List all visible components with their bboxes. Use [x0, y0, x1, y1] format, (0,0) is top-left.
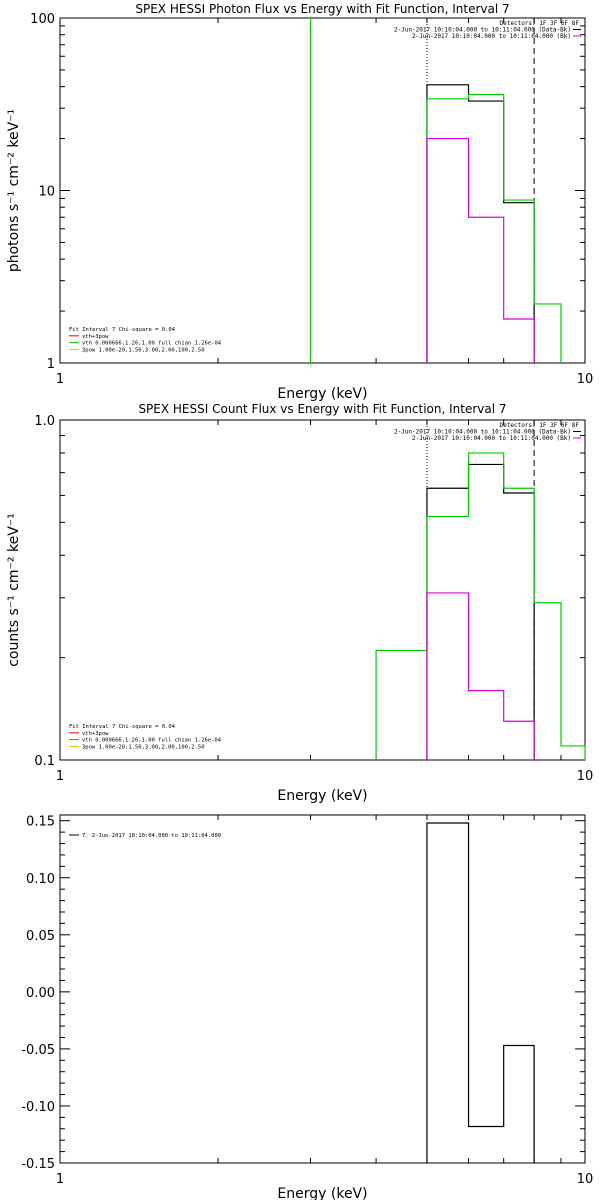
x-axis-label: Energy (keV)	[277, 1186, 367, 1200]
y-axis-label: photons s⁻¹ cm⁻² keV⁻¹	[6, 109, 22, 272]
data-series-step	[426, 84, 535, 363]
chart-title: SPEX HESSI Photon Flux vs Energy with Fi…	[135, 2, 509, 16]
chart-panel-2: SPEX HESSI Count Flux vs Energy with Fit…	[6, 402, 593, 804]
y-tick-label: -0.05	[21, 1043, 55, 1058]
x-tick-label: 1	[56, 1172, 64, 1187]
chart-panel-3: 1 10 -0.15 -0.10 -0.05 0.00 0.05 0.10 0.15 Energy…	[21, 814, 594, 1200]
legend-entry-text: vth+3pow	[82, 334, 109, 340]
data-series-step	[375, 452, 586, 760]
x-tick-label: 10	[577, 769, 594, 784]
y-tick-label: 0.05	[26, 929, 55, 944]
legend-left: Fit Interval 7 Chi-square = 0.04vth+3pow…	[69, 327, 222, 353]
legend-entry-text: Detectors: 1F 3F 6F 8F	[500, 422, 580, 429]
y-tick-label: -0.15	[21, 1157, 55, 1172]
y-tick-label: 1.0	[34, 414, 55, 429]
chart-title: SPEX HESSI Count Flux vs Energy with Fit…	[138, 402, 506, 416]
legend-header: Fit Interval 7 Chi-square = 0.04	[69, 327, 176, 333]
legend-entry-text: 3pow 1.00e-20,1.50,3.00,2.00,100,2.50	[82, 347, 205, 353]
x-tick-label: 1	[56, 372, 64, 387]
y-tick-label: 10	[38, 185, 55, 200]
y-tick-label: 0.15	[26, 815, 55, 830]
x-tick-label: 10	[577, 1172, 594, 1187]
x-tick-label: 1	[56, 769, 64, 784]
legend-entry-text: Detectors: 1F 3F 6F 8F	[500, 20, 580, 27]
y-tick-label: 1	[47, 357, 55, 372]
data-series-step	[426, 463, 535, 760]
legend-entry-text: 3pow 1.00e-20,1.50,3.00,2.00,100,2.50	[82, 744, 205, 750]
legend-left: 7. 2-Jun-2017 10:10:04.000 to 10:11:04.0…	[69, 833, 221, 839]
legend-right: Detectors: 1F 3F 6F 8F2-Jun-2017 10:10:0…	[394, 422, 581, 442]
y-tick-label: 100	[30, 12, 55, 27]
chart-panel-1: SPEX HESSI Photon Flux vs Energy with Fi…	[6, 2, 593, 402]
legend-entry-text: vth+3pow	[82, 731, 109, 737]
y-tick-label: 0.00	[26, 986, 55, 1001]
legend-entry-text: vth 0.000666,1.26,1.00 full chian 1.26e-…	[82, 341, 222, 347]
y-tick-label: 0.10	[26, 872, 55, 887]
x-axis-label: Energy (keV)	[277, 386, 367, 402]
plot-frame	[59, 419, 586, 761]
data-series-step	[426, 592, 535, 760]
y-tick-label: -0.10	[21, 1100, 55, 1115]
legend-entry-text: 7. 2-Jun-2017 10:10:04.000 to 10:11:04.0…	[82, 833, 221, 839]
legend-right: Detectors: 1F 3F 6F 8F2-Jun-2017 10:10:0…	[394, 20, 581, 40]
x-axis-label: Energy (keV)	[277, 788, 367, 804]
legend-entry-text: 2-Jun-2017 10:10:04.000 to 10:11:04.000 …	[394, 27, 571, 34]
data-series-step	[426, 137, 535, 363]
y-tick-label: 0.1	[34, 754, 55, 769]
y-axis-label: counts s⁻¹ cm⁻² keV⁻¹	[6, 513, 22, 667]
legend-header: Fit Interval 7 Chi-square = 0.04	[69, 724, 176, 730]
legend-left: Fit Interval 7 Chi-square = 0.04vth+3pow…	[69, 724, 222, 750]
data-series-step	[426, 93, 562, 363]
data-series-step	[426, 822, 535, 1163]
legend-entry-text: vth 0.000666,1.26,1.00 full chian 1.26e-…	[82, 738, 222, 744]
legend-entry-text: 2-Jun-2017 10:10:04.000 to 10:11:04.000 …	[412, 33, 571, 40]
plot-frame	[59, 17, 586, 364]
legend-entry-text: 2-Jun-2017 10:10:04.000 to 10:11:04.000 …	[412, 435, 571, 442]
plot-frame	[59, 814, 586, 1164]
legend-entry-text: 2-Jun-2017 10:10:04.000 to 10:11:04.000 …	[394, 429, 571, 436]
x-tick-label: 10	[577, 372, 594, 387]
